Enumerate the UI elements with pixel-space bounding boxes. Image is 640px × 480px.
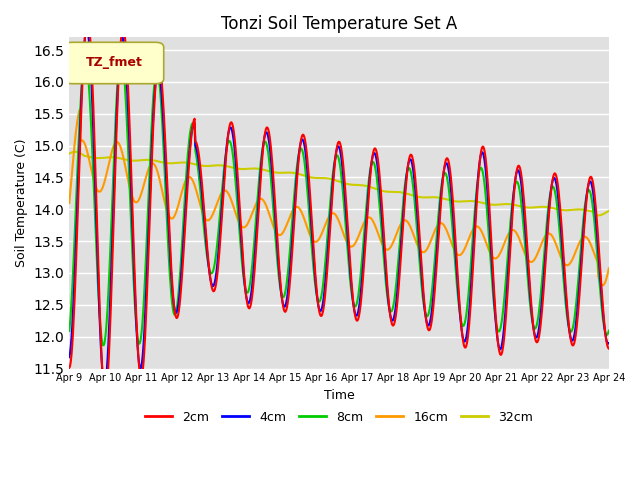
Title: Tonzi Soil Temperature Set A: Tonzi Soil Temperature Set A (221, 15, 457, 33)
Y-axis label: Soil Temperature (C): Soil Temperature (C) (15, 139, 28, 267)
X-axis label: Time: Time (324, 389, 355, 402)
Text: TZ_fmet: TZ_fmet (86, 56, 143, 69)
Legend: 2cm, 4cm, 8cm, 16cm, 32cm: 2cm, 4cm, 8cm, 16cm, 32cm (140, 406, 538, 429)
FancyBboxPatch shape (64, 42, 164, 84)
